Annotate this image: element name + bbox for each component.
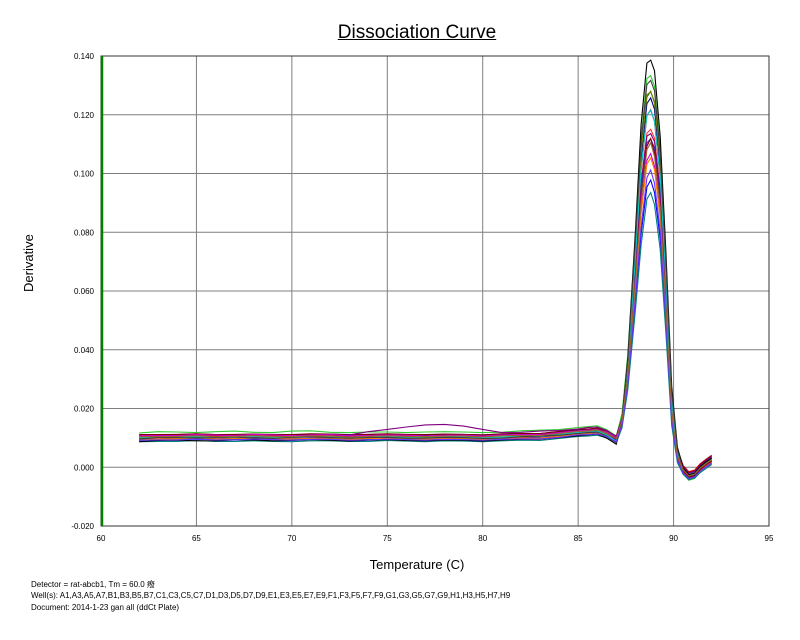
series-line — [139, 128, 713, 479]
series-line — [139, 96, 713, 473]
y-tick-label: 0.000 — [74, 463, 95, 472]
series-line — [139, 74, 713, 481]
document-info: Document: 2014-1-23 gan all (ddCt Plate) — [31, 603, 180, 612]
series-line — [139, 168, 713, 480]
series-line — [139, 90, 713, 477]
y-tick-label: 0.040 — [74, 346, 95, 355]
grid — [101, 56, 769, 526]
series-lines — [139, 59, 713, 481]
chart-title: Dissociation Curve — [337, 22, 497, 43]
x-tick-label: 70 — [287, 534, 296, 543]
x-tick-labels: 60 65 70 75 80 85 90 95 — [97, 534, 774, 543]
y-tick-label: 0.020 — [74, 405, 95, 414]
x-tick-label: 85 — [574, 534, 583, 543]
y-tick-label: 0.060 — [74, 287, 95, 296]
series-line — [139, 90, 713, 480]
series-line — [139, 109, 713, 476]
series-line — [139, 152, 712, 477]
x-tick-label: 80 — [478, 534, 487, 543]
series-line — [139, 156, 713, 477]
y-tick-label: 0.140 — [74, 52, 95, 61]
series-line — [139, 141, 713, 477]
series-line — [139, 59, 713, 476]
x-tick-label: 95 — [765, 534, 774, 543]
detector-info: Detector = rat-abcb1, Tm = 60.0 癈 — [31, 580, 155, 589]
x-axis-label: Temperature (C) — [369, 557, 465, 572]
y-tick-label: 0.080 — [74, 228, 95, 237]
x-tick-label: 60 — [97, 534, 106, 543]
series-line — [139, 137, 713, 475]
x-tick-label: 75 — [383, 534, 392, 543]
y-tick-labels: -0.020 0.000 0.020 0.040 0.060 0.080 0.100 0.12… — [71, 52, 94, 531]
series-line — [139, 132, 713, 474]
y-tick-label: 0.120 — [74, 111, 95, 120]
x-tick-label: 90 — [669, 534, 678, 543]
wells-info: Well(s): A1,A3,A5,A7,B1,B3,B5,B7,C1,C3,C… — [31, 591, 511, 600]
series-line — [139, 79, 713, 477]
series-line — [139, 136, 712, 478]
plot-frame — [100, 55, 770, 527]
y-tick-label: -0.020 — [71, 522, 94, 531]
x-tick-label: 65 — [192, 534, 201, 543]
y-tick-label: 0.100 — [74, 170, 95, 179]
